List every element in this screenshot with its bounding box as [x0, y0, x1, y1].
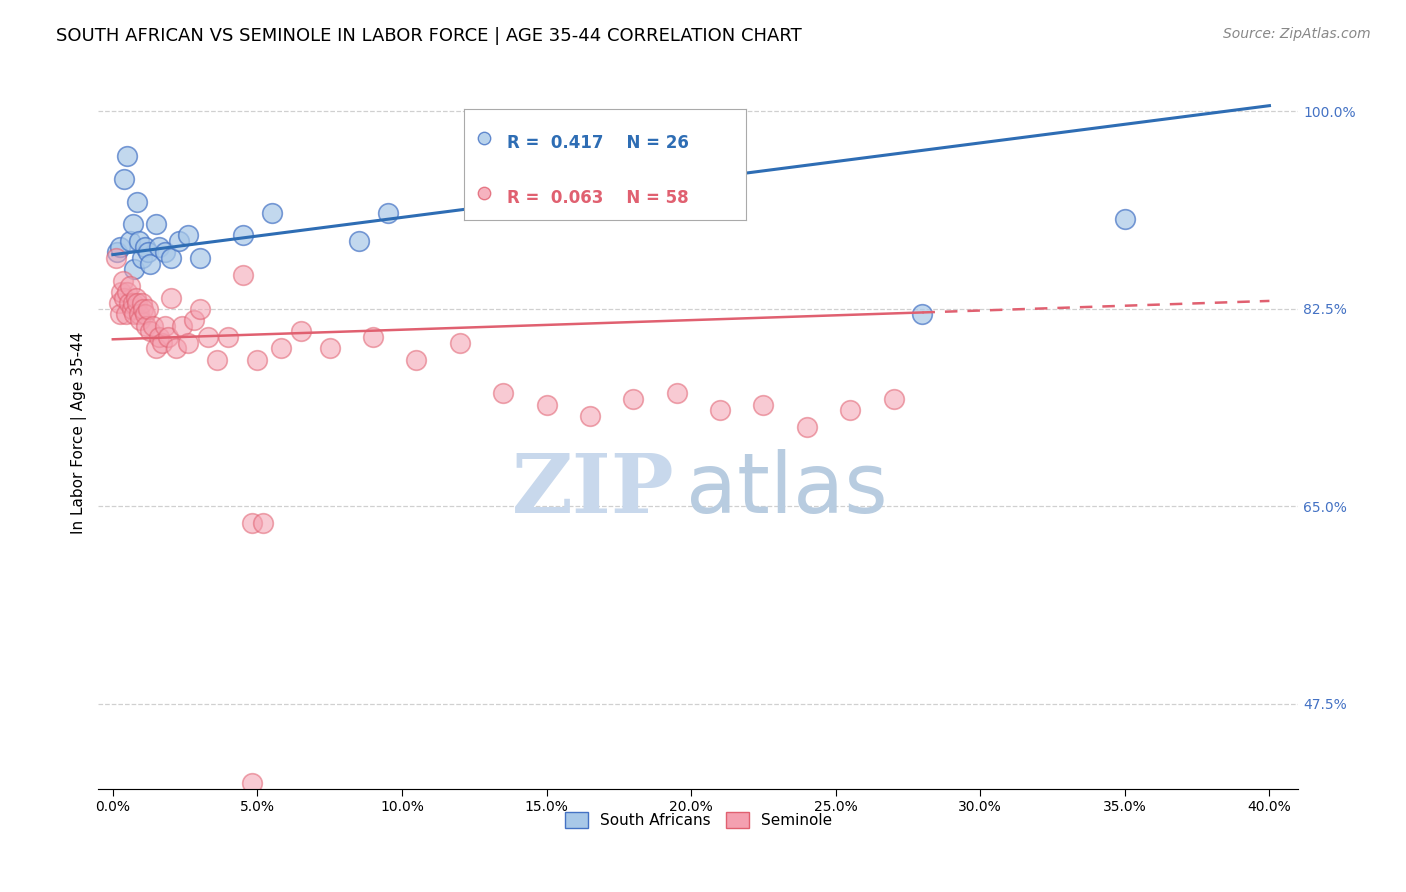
Text: Source: ZipAtlas.com: Source: ZipAtlas.com: [1223, 27, 1371, 41]
Point: [177, 335, 200, 350]
Point: [169, 234, 191, 248]
Point: [377, 206, 399, 220]
Point: [260, 206, 283, 220]
Point: [665, 386, 688, 401]
Point: [188, 301, 211, 316]
Point: [839, 403, 862, 417]
Point: [159, 291, 181, 305]
Point: [122, 296, 145, 310]
Point: [232, 228, 254, 243]
Point: [120, 234, 142, 248]
Point: [134, 308, 156, 322]
Point: [159, 251, 181, 265]
Point: [136, 245, 159, 260]
Point: [108, 240, 131, 254]
Text: SOUTH AFRICAN VS SEMINOLE IN LABOR FORCE | AGE 35-44 CORRELATION CHART: SOUTH AFRICAN VS SEMINOLE IN LABOR FORCE…: [56, 27, 801, 45]
Point: [148, 240, 170, 254]
Point: [752, 398, 775, 412]
Point: [131, 296, 153, 310]
Point: [134, 240, 156, 254]
Point: [136, 301, 159, 316]
Point: [129, 313, 152, 327]
Point: [153, 245, 176, 260]
Point: [118, 296, 141, 310]
Point: [492, 386, 515, 401]
Point: [709, 403, 731, 417]
Point: [177, 228, 200, 243]
Point: [104, 251, 127, 265]
Point: [217, 330, 239, 344]
Point: [232, 268, 254, 282]
Point: [148, 330, 170, 344]
Point: [172, 318, 194, 333]
Point: [911, 308, 934, 322]
Point: [347, 234, 370, 248]
Point: [536, 398, 558, 412]
Text: ZIP: ZIP: [512, 450, 675, 530]
Point: [142, 318, 165, 333]
Point: [122, 217, 145, 231]
Point: [127, 296, 149, 310]
Point: [111, 274, 134, 288]
Point: [112, 172, 135, 186]
Point: [132, 301, 155, 316]
Point: [128, 234, 150, 248]
Point: [131, 251, 153, 265]
Point: [107, 296, 129, 310]
Point: [405, 352, 427, 367]
Point: [105, 245, 128, 260]
Point: [145, 217, 167, 231]
Point: [246, 352, 269, 367]
Point: [145, 342, 167, 356]
Point: [139, 257, 162, 271]
Point: [121, 301, 143, 316]
Point: [883, 392, 905, 406]
Text: atlas: atlas: [686, 450, 889, 531]
Point: [112, 291, 135, 305]
Point: [108, 308, 131, 322]
Legend: South Africans, Seminole: South Africans, Seminole: [558, 806, 838, 834]
Point: [188, 251, 211, 265]
Point: [318, 342, 340, 356]
Point: [117, 149, 139, 163]
Point: [579, 409, 602, 423]
Point: [197, 330, 219, 344]
Point: [127, 194, 149, 209]
Point: [240, 516, 263, 531]
Point: [125, 291, 148, 305]
Point: [361, 330, 384, 344]
Point: [1114, 211, 1136, 226]
Point: [110, 285, 132, 299]
Point: [183, 313, 205, 327]
Point: [240, 776, 263, 790]
Y-axis label: In Labor Force | Age 35-44: In Labor Force | Age 35-44: [72, 332, 87, 534]
Point: [156, 330, 179, 344]
Point: [139, 325, 162, 339]
Point: [796, 420, 818, 434]
Point: [252, 516, 274, 531]
Point: [114, 308, 136, 322]
Point: [124, 308, 146, 322]
Point: [153, 318, 176, 333]
Point: [270, 342, 292, 356]
Point: [621, 392, 644, 406]
Point: [150, 335, 173, 350]
Point: [135, 318, 157, 333]
Point: [205, 352, 228, 367]
Point: [449, 335, 471, 350]
Point: [290, 325, 312, 339]
Point: [165, 342, 187, 356]
Point: [124, 262, 146, 277]
Point: [120, 279, 142, 293]
Point: [128, 308, 150, 322]
Point: [117, 285, 139, 299]
